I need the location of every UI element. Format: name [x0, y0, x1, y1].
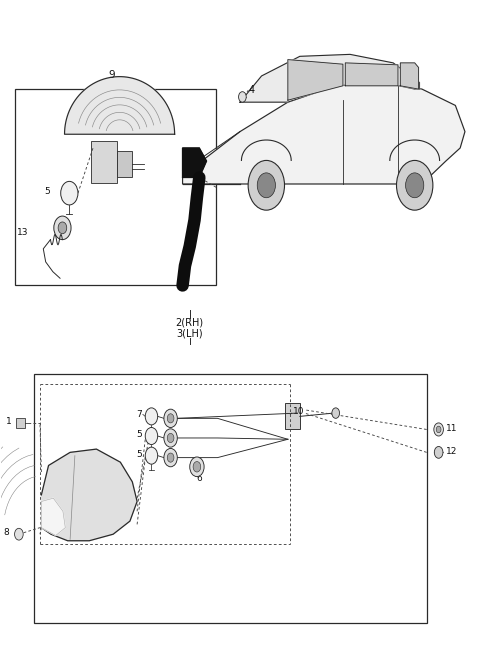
- Text: 2(RH): 2(RH): [176, 318, 204, 328]
- Bar: [15, 89, 216, 285]
- Circle shape: [54, 216, 71, 239]
- Bar: [286, 403, 300, 430]
- Circle shape: [167, 453, 174, 462]
- Text: 11: 11: [446, 424, 457, 433]
- Text: 4: 4: [248, 85, 254, 95]
- Text: 3(LH): 3(LH): [177, 328, 203, 338]
- Circle shape: [396, 161, 433, 210]
- Text: 7: 7: [136, 410, 142, 419]
- Polygon shape: [240, 54, 420, 102]
- Polygon shape: [41, 498, 65, 535]
- Text: 13: 13: [17, 228, 29, 237]
- Text: 5: 5: [136, 450, 142, 459]
- Polygon shape: [345, 63, 398, 86]
- Circle shape: [193, 462, 201, 472]
- Text: 8: 8: [3, 528, 9, 537]
- Text: 1: 1: [5, 417, 11, 426]
- Circle shape: [164, 429, 177, 447]
- Circle shape: [145, 447, 157, 464]
- Polygon shape: [288, 60, 343, 100]
- Circle shape: [332, 408, 339, 419]
- Polygon shape: [182, 83, 465, 184]
- Circle shape: [145, 428, 157, 445]
- Circle shape: [14, 528, 23, 540]
- Text: 5: 5: [136, 430, 142, 440]
- Bar: [16, 418, 25, 428]
- Circle shape: [434, 423, 444, 436]
- Text: 5: 5: [45, 188, 50, 196]
- Text: 9: 9: [108, 70, 115, 79]
- Text: 12: 12: [446, 447, 457, 455]
- Polygon shape: [64, 77, 175, 134]
- Bar: [91, 141, 117, 183]
- Polygon shape: [182, 148, 206, 177]
- Text: 6: 6: [196, 474, 202, 483]
- Circle shape: [248, 161, 285, 210]
- Circle shape: [434, 447, 443, 459]
- Polygon shape: [400, 63, 419, 89]
- Circle shape: [60, 181, 78, 205]
- Text: 10: 10: [293, 407, 304, 416]
- Circle shape: [257, 173, 276, 197]
- Circle shape: [167, 434, 174, 443]
- Polygon shape: [41, 449, 137, 541]
- Circle shape: [436, 426, 441, 433]
- Circle shape: [164, 409, 177, 428]
- Circle shape: [239, 92, 246, 102]
- Bar: [34, 374, 427, 623]
- Circle shape: [58, 222, 67, 234]
- Circle shape: [190, 457, 204, 477]
- Circle shape: [164, 449, 177, 467]
- Circle shape: [145, 408, 157, 425]
- Circle shape: [406, 173, 424, 197]
- Circle shape: [167, 414, 174, 423]
- Bar: [117, 151, 132, 176]
